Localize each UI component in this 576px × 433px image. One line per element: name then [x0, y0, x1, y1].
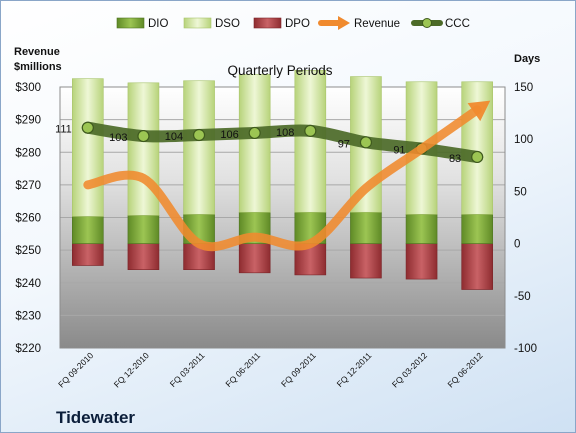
bar-dpo — [238, 243, 271, 274]
bar-dso — [294, 69, 327, 213]
left-axis-title: Revenue — [14, 46, 60, 58]
ccc-marker — [471, 150, 484, 164]
ccc-value-label: 97 — [338, 138, 350, 150]
bar-dpo — [461, 243, 493, 290]
ccc-marker — [248, 126, 261, 140]
legend-label-ccc: CCC — [445, 18, 470, 30]
bar-dso — [127, 82, 160, 216]
bar-dio — [461, 214, 493, 244]
category-label: FQ 03-2011 — [168, 350, 207, 389]
legend-label-revenue: Revenue — [354, 18, 400, 30]
ccc-marker — [137, 129, 150, 143]
right-tick-label: -100 — [514, 343, 537, 355]
legend-label-dso: DSO — [215, 18, 240, 30]
left-tick-label: $250 — [15, 245, 41, 257]
category-label: FQ 12-2011 — [335, 350, 374, 389]
revenue-line — [83, 105, 482, 252]
legend-swatch-dso — [183, 17, 212, 29]
category-label: FQ 06-2011 — [223, 350, 262, 389]
left-tick-label: $240 — [15, 278, 41, 290]
category-label: FQ 06-2012 — [445, 350, 484, 389]
ccc-value-label: 108 — [276, 127, 294, 139]
left-tick-label: $260 — [15, 213, 41, 225]
ccc-value-label: 91 — [393, 145, 405, 157]
legend-swatch-revenue-arrow — [338, 16, 350, 30]
legend-label-dpo: DPO — [285, 18, 310, 30]
right-tick-label: 0 — [514, 239, 520, 251]
ccc-marker — [192, 128, 206, 142]
ccc-marker — [304, 124, 317, 137]
legend-swatch-dio — [116, 17, 145, 29]
bar-dpo — [72, 243, 104, 266]
plot-border — [59, 86, 506, 349]
bar-dpo — [405, 243, 438, 280]
legend-swatch-ccc-marker — [422, 18, 432, 28]
right-tick-label: -50 — [514, 291, 531, 303]
ccc-marker — [359, 136, 373, 149]
chart-title: Quarterly Periods — [227, 63, 332, 78]
category-label: FQ 12-2010 — [112, 350, 151, 389]
legend-swatch-dpo — [253, 17, 282, 29]
bar-dio — [350, 211, 382, 244]
category-label: FQ 09-2010 — [56, 350, 95, 389]
left-tick-label: $290 — [15, 115, 41, 127]
bar-dpo — [127, 243, 160, 271]
right-tick-label: 50 — [514, 186, 527, 198]
company-name: Tidewater — [56, 408, 135, 427]
left-axis-title-unit: $millions — [14, 61, 62, 73]
ccc-value-label: 103 — [109, 132, 127, 144]
category-label: FQ 03-2012 — [390, 350, 429, 389]
right-axis-title: Days — [514, 53, 540, 65]
bar-dpo — [350, 243, 382, 279]
left-tick-label: $220 — [15, 343, 41, 355]
bar-dio — [72, 216, 104, 244]
left-tick-label: $300 — [15, 82, 41, 94]
bar-dso — [72, 78, 104, 217]
bar-dio — [127, 215, 160, 244]
ccc-value-label: 111 — [55, 124, 72, 136]
left-tick-label: $270 — [15, 180, 41, 192]
left-tick-label: $280 — [15, 147, 41, 159]
ccc-marker — [81, 121, 94, 134]
right-tick-label: 100 — [514, 134, 533, 146]
bar-dso — [238, 74, 271, 213]
ccc-value-label: 83 — [449, 153, 461, 165]
bar-dso — [183, 80, 215, 215]
legend-label-dio: DIO — [148, 18, 169, 30]
ccc-value-label: 106 — [220, 129, 238, 141]
revenue-arrowhead — [467, 100, 491, 122]
ccc-value-label: 104 — [165, 131, 183, 143]
bar-dio — [405, 214, 438, 244]
category-label: FQ 09-2011 — [279, 350, 318, 389]
right-tick-label: 150 — [514, 82, 533, 94]
left-tick-label: $230 — [15, 310, 41, 322]
